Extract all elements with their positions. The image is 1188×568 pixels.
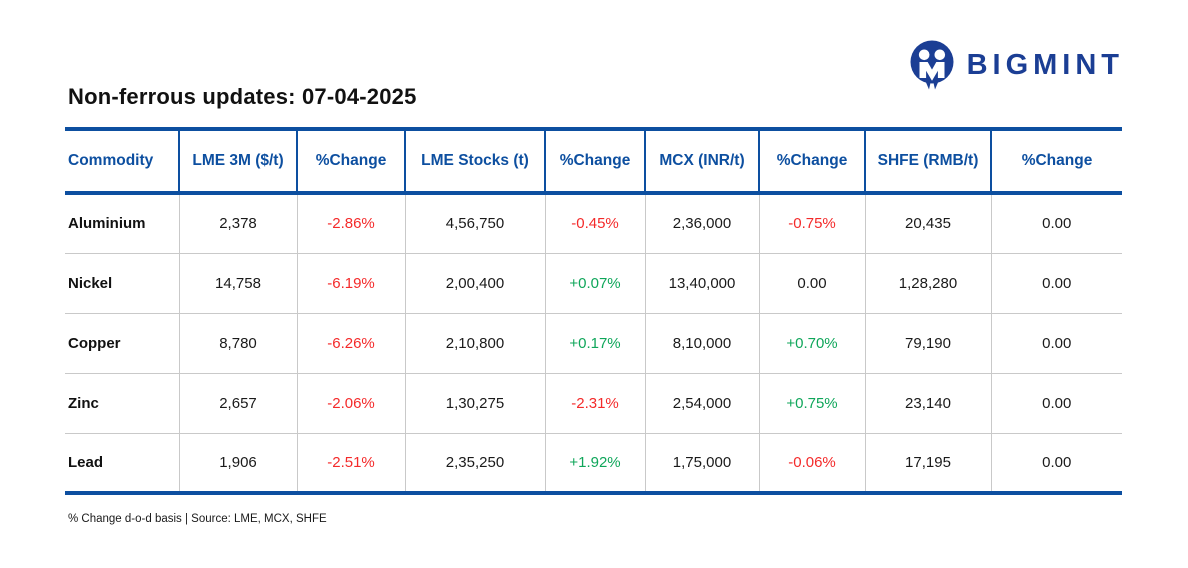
table-row-zinc: Zinc 2,657 -2.06% 1,30,275 -2.31% 2,54,0… <box>65 372 1122 433</box>
bigmint-logo-icon <box>910 40 954 90</box>
value-cell: 2,10,800 <box>404 312 545 373</box>
value-cell: 79,190 <box>864 312 991 373</box>
value-cell: 0.00 <box>990 432 1122 493</box>
value-cell: 0.00 <box>758 252 865 313</box>
value-cell: 8,10,000 <box>644 312 759 373</box>
table-row-aluminium: Aluminium 2,378 -2.86% 4,56,750 -0.45% 2… <box>65 193 1122 253</box>
header-mcx: MCX (INR/t) <box>644 129 759 195</box>
value-cell: 1,28,280 <box>864 252 991 313</box>
value-cell: 17,195 <box>864 432 991 493</box>
value-cell: 0.00 <box>990 312 1122 373</box>
table-row-lead: Lead 1,906 -2.51% 2,35,250 +1.92% 1,75,0… <box>65 432 1122 493</box>
value-cell: 13,40,000 <box>644 252 759 313</box>
value-cell: +0.17% <box>544 312 645 373</box>
commodity-cell: Copper <box>65 312 179 373</box>
value-cell: 1,75,000 <box>644 432 759 493</box>
value-cell: 0.00 <box>990 252 1122 313</box>
value-cell: -2.06% <box>296 372 405 433</box>
bigmint-logo: BIGMINT <box>909 40 1124 90</box>
value-cell: 0.00 <box>990 193 1122 253</box>
commodity-table: Commodity LME 3M ($/t) %Change LME Stock… <box>65 127 1122 495</box>
header-change-lme: %Change <box>296 129 405 195</box>
page-title: Non-ferrous updates: 07-04-2025 <box>68 84 417 109</box>
value-cell: -0.45% <box>544 193 645 253</box>
value-cell: -0.75% <box>758 193 865 253</box>
value-cell: -2.86% <box>296 193 405 253</box>
value-cell: 2,35,250 <box>404 432 545 493</box>
header-row: Commodity LME 3M ($/t) %Change LME Stock… <box>65 129 1122 195</box>
value-cell: -0.06% <box>758 432 865 493</box>
value-cell: -2.51% <box>296 432 405 493</box>
value-cell: +0.07% <box>544 252 645 313</box>
value-cell: 23,140 <box>864 372 991 433</box>
value-cell: 2,378 <box>178 193 297 253</box>
value-cell: 1,30,275 <box>404 372 545 433</box>
header-change-stocks: %Change <box>544 129 645 195</box>
commodity-cell: Zinc <box>65 372 179 433</box>
bigmint-logo-text: BIGMINT <box>966 48 1124 81</box>
value-cell: 8,780 <box>178 312 297 373</box>
value-cell: -6.19% <box>296 252 405 313</box>
header-commodity: Commodity <box>65 129 179 195</box>
header-change-shfe: %Change <box>990 129 1122 195</box>
header-change-mcx: %Change <box>758 129 865 195</box>
value-cell: -6.26% <box>296 312 405 373</box>
value-cell: +1.92% <box>544 432 645 493</box>
table-row-copper: Copper 8,780 -6.26% 2,10,800 +0.17% 8,10… <box>65 312 1122 373</box>
value-cell: 4,56,750 <box>404 193 545 253</box>
value-cell: 2,00,400 <box>404 252 545 313</box>
value-cell: +0.70% <box>758 312 865 373</box>
value-cell: 20,435 <box>864 193 991 253</box>
value-cell: 1,906 <box>178 432 297 493</box>
header-shfe: SHFE (RMB/t) <box>864 129 991 195</box>
value-cell: +0.75% <box>758 372 865 433</box>
table-row-nickel: Nickel 14,758 -6.19% 2,00,400 +0.07% 13,… <box>65 252 1122 313</box>
commodity-cell: Nickel <box>65 252 179 313</box>
value-cell: 2,657 <box>178 372 297 433</box>
header-lme-stocks: LME Stocks (t) <box>404 129 545 195</box>
value-cell: -2.31% <box>544 372 645 433</box>
value-cell: 0.00 <box>990 372 1122 433</box>
header-lme-3m: LME 3M ($/t) <box>178 129 297 195</box>
commodity-cell: Lead <box>65 432 179 493</box>
footnote: % Change d-o-d basis | Source: LME, MCX,… <box>68 513 327 525</box>
value-cell: 2,54,000 <box>644 372 759 433</box>
value-cell: 2,36,000 <box>644 193 759 253</box>
value-cell: 14,758 <box>178 252 297 313</box>
commodity-cell: Aluminium <box>65 193 179 253</box>
